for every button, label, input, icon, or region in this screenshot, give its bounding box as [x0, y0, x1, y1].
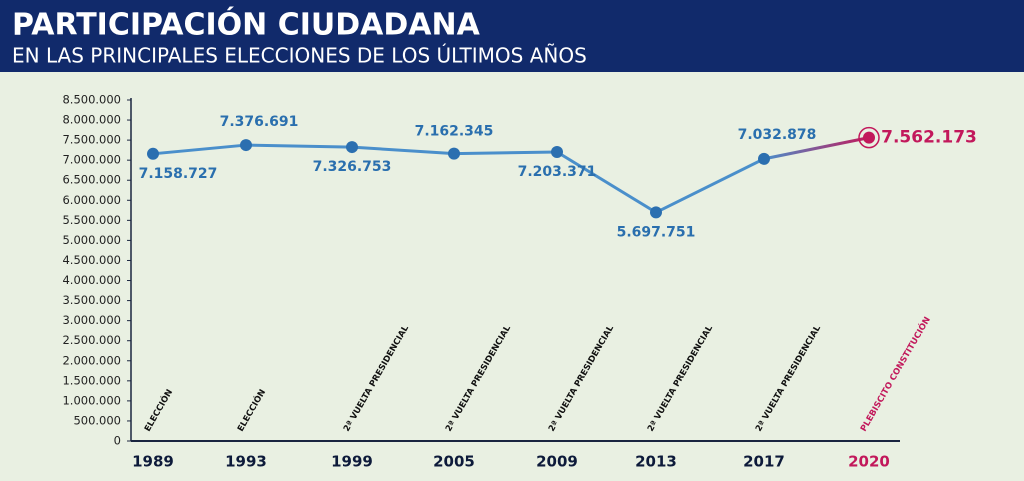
y-tick-label: 0 — [114, 434, 121, 448]
y-tick-label: 3.000.000 — [62, 313, 121, 327]
x-tick-label: 1999 — [331, 453, 373, 471]
y-tick-label: 3.500.000 — [62, 293, 121, 307]
y-tick-label: 2.500.000 — [62, 333, 121, 347]
y-tick-label: 4.000.000 — [62, 273, 121, 287]
x-tick-label: 2020 — [848, 453, 890, 471]
point — [650, 206, 662, 219]
header-bar — [0, 0, 1024, 72]
point — [758, 152, 770, 165]
value-label: 7.203.371 — [518, 164, 597, 180]
point — [346, 141, 358, 154]
point — [448, 147, 460, 160]
note: 2ª VUELTA PRESIDENCIAL — [444, 323, 513, 433]
y-tick-label: 6.500.000 — [62, 173, 121, 187]
chart-title: PARTICIPACIÓN CIUDADANA — [12, 6, 481, 43]
x-tick-label: 2005 — [433, 453, 475, 471]
y-tick-label: 8.000.000 — [62, 113, 121, 127]
y-tick-label: 7.500.000 — [62, 133, 121, 147]
y-tick-label: 2.000.000 — [62, 353, 121, 367]
data-line — [152, 136, 870, 215]
x-tick-label: 1993 — [225, 453, 267, 471]
y-tick-label: 1.500.000 — [62, 373, 121, 387]
y-tick-label: 5.000.000 — [62, 233, 121, 247]
point — [551, 146, 563, 159]
value-label: 7.158.727 — [139, 166, 218, 182]
y-tick-label: 6.000.000 — [62, 193, 121, 207]
y-tick-label: 500.000 — [73, 413, 121, 427]
y-tick-label: 7.000.000 — [62, 153, 121, 167]
highlight-ring — [858, 126, 880, 149]
y-tick-label: 4.500.000 — [62, 253, 121, 267]
y-tick-label: 5.500.000 — [62, 213, 121, 227]
chart-subtitle: EN LAS PRINCIPALES ELECCIONES DE LOS ÚLT… — [12, 44, 587, 68]
note: 2ª VUELTA PRESIDENCIAL — [646, 323, 715, 433]
y-tick-label: 1.000.000 — [62, 393, 121, 407]
note: 2ª VUELTA PRESIDENCIAL — [754, 323, 823, 433]
note: ELECCIÓN — [141, 387, 175, 434]
x-tick-label: 1989 — [132, 453, 174, 471]
value-label: 7.326.753 — [313, 159, 392, 175]
value-label: 7.162.345 — [415, 124, 494, 140]
x-tick-label: 2013 — [635, 453, 677, 471]
point — [240, 139, 252, 152]
value-label: 7.376.691 — [220, 114, 299, 130]
point — [147, 147, 159, 160]
y-tick-label: 8.500.000 — [62, 93, 121, 107]
note: 2ª VUELTA PRESIDENCIAL — [342, 323, 411, 433]
x-tick-label: 2017 — [743, 453, 785, 471]
value-label: 7.032.878 — [738, 127, 817, 143]
note: 2ª VUELTA PRESIDENCIAL — [547, 323, 616, 433]
note: ELECCIÓN — [234, 387, 268, 434]
note: PLEBISCITO CONSTITUCIÓN — [857, 314, 933, 433]
point — [863, 131, 875, 144]
value-label: 5.697.751 — [617, 224, 696, 240]
value-label: 7.562.173 — [881, 128, 977, 148]
x-tick-label: 2009 — [536, 453, 578, 471]
